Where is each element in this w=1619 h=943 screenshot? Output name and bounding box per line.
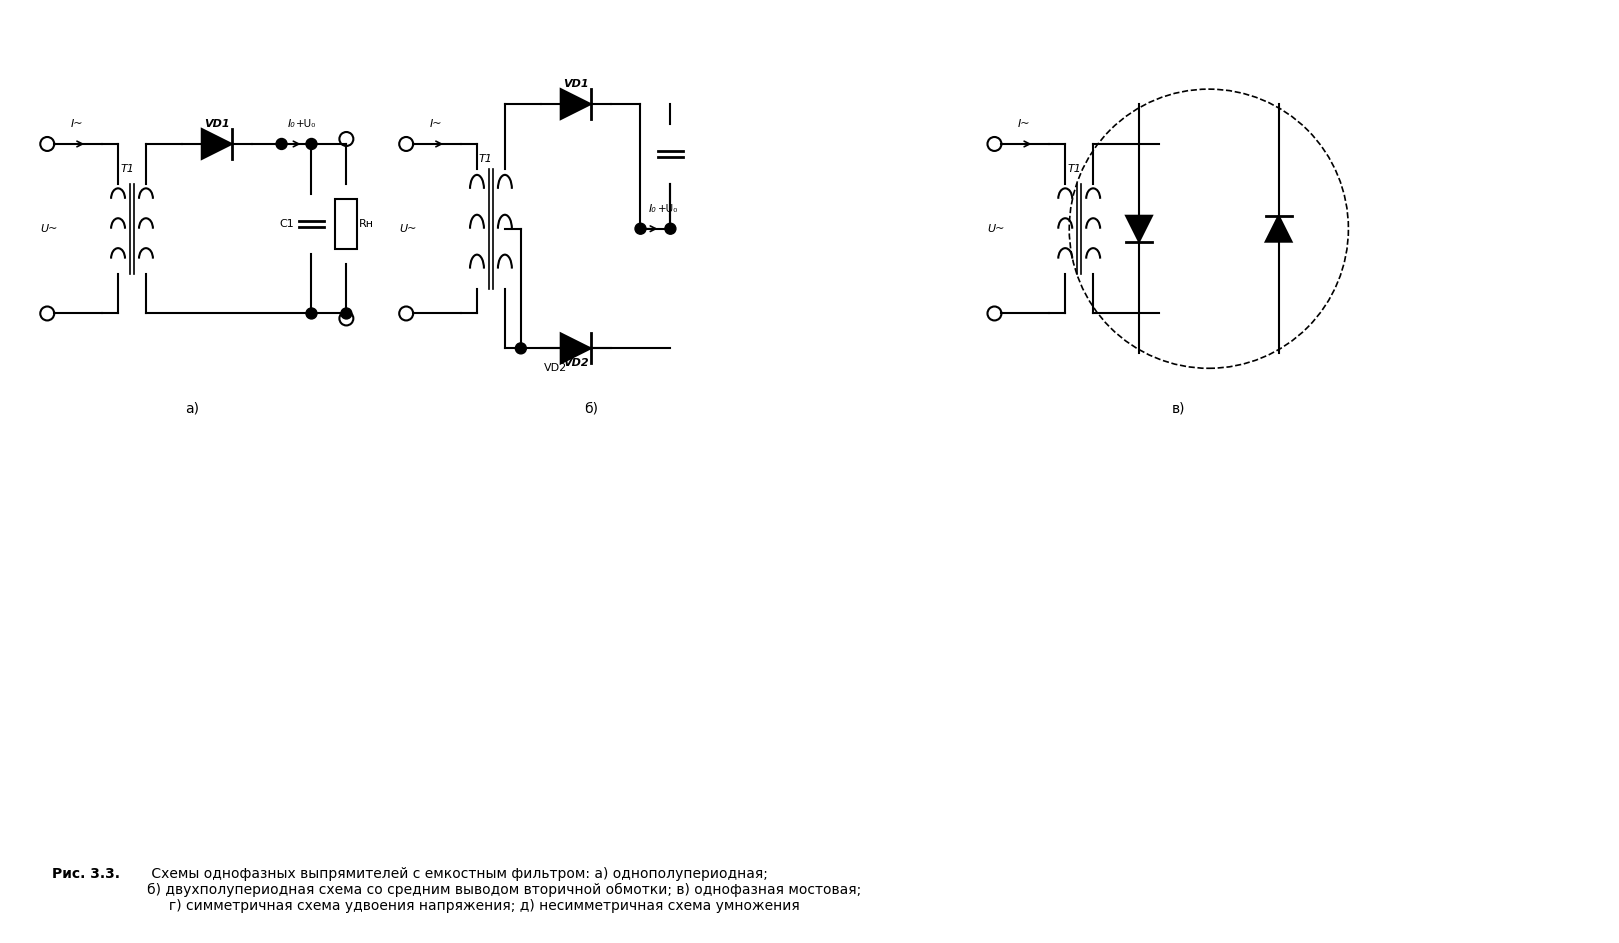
- Text: I~: I~: [71, 119, 84, 129]
- Text: I₀: I₀: [649, 204, 656, 214]
- Text: T1: T1: [1067, 164, 1081, 174]
- Text: +U₀: +U₀: [296, 119, 317, 129]
- Polygon shape: [560, 334, 591, 363]
- Text: U~: U~: [40, 223, 58, 234]
- Circle shape: [277, 139, 287, 149]
- Text: T1: T1: [479, 154, 492, 164]
- Text: I₀: I₀: [288, 119, 295, 129]
- Text: T1: T1: [120, 164, 134, 174]
- Bar: [335, 199, 358, 249]
- Circle shape: [306, 308, 317, 319]
- Text: C1: C1: [278, 219, 295, 229]
- Text: VD1: VD1: [563, 79, 588, 90]
- Text: U~: U~: [400, 223, 416, 234]
- Text: Рис. 3.3.: Рис. 3.3.: [52, 867, 120, 881]
- Polygon shape: [1127, 216, 1153, 241]
- Text: Схемы однофазных выпрямителей с емкостным фильтром: а) однополупериодная;
б) дву: Схемы однофазных выпрямителей с емкостны…: [147, 867, 861, 914]
- Circle shape: [342, 308, 351, 319]
- Text: в): в): [1172, 401, 1185, 415]
- Text: а): а): [185, 401, 199, 415]
- Text: Rн: Rн: [359, 219, 374, 229]
- Text: +U₀: +U₀: [659, 204, 678, 214]
- Text: VD2: VD2: [544, 363, 567, 373]
- Text: I~: I~: [1018, 119, 1031, 129]
- Circle shape: [635, 223, 646, 234]
- Text: VD2: VD2: [563, 358, 588, 369]
- Polygon shape: [202, 129, 232, 159]
- Text: U~: U~: [988, 223, 1005, 234]
- Text: VD1: VD1: [204, 119, 230, 129]
- Circle shape: [665, 223, 675, 234]
- Text: I~: I~: [429, 119, 442, 129]
- Circle shape: [306, 139, 317, 149]
- Circle shape: [515, 343, 526, 354]
- Polygon shape: [1266, 216, 1292, 241]
- Polygon shape: [560, 90, 591, 119]
- Text: б): б): [583, 401, 597, 415]
